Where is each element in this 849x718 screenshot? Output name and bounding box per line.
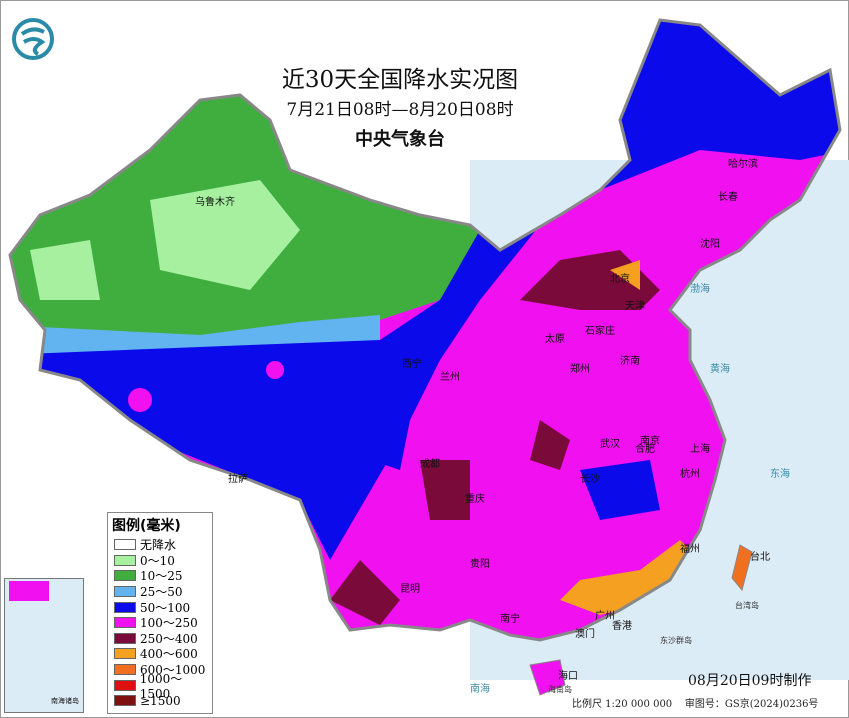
city-label: 兰州: [440, 372, 460, 383]
geo-label: 海南岛: [548, 685, 572, 694]
legend-title: 图例(毫米): [112, 518, 181, 534]
legend-item: 10～25: [108, 568, 212, 584]
geo-label: 台湾岛: [735, 601, 759, 610]
legend-item: 1000～1500: [108, 672, 212, 701]
legend-item: ≥1500: [108, 693, 212, 709]
geo-label: 东沙群岛: [660, 636, 692, 645]
legend-item: 0～10: [108, 553, 212, 569]
city-label: 合肥: [635, 444, 655, 455]
legend-swatch: [114, 679, 136, 691]
map-organization: 中央气象台: [355, 129, 445, 150]
city-label: 西宁: [402, 359, 422, 370]
city-label: 台北: [750, 552, 770, 563]
legend-swatch: [114, 695, 136, 707]
city-label: 南京: [640, 436, 660, 447]
cma-logo: [12, 18, 54, 60]
geo-label: 黄海: [710, 364, 730, 375]
legend-item: 400～600: [108, 646, 212, 662]
geo-label: 南海: [470, 684, 490, 695]
taiwan-island: [731, 544, 753, 592]
legend-label: 50～100: [140, 600, 191, 615]
legend-label: 0～10: [140, 553, 175, 568]
region-25-50: [10, 315, 380, 360]
city-label: 上海: [690, 444, 710, 455]
legend-swatch: [114, 586, 136, 598]
city-label: 贵阳: [470, 559, 490, 570]
city-label: 杭州: [680, 469, 700, 480]
region-250-400: [330, 250, 660, 625]
city-label: 石家庄: [585, 326, 615, 337]
legend-item: 250～400: [108, 631, 212, 647]
city-label: 长春: [718, 192, 738, 203]
city-label: 成都: [420, 459, 440, 470]
legend-label: 400～600: [140, 647, 198, 662]
legend-label: 1000～1500: [139, 671, 183, 701]
city-label: 太原: [545, 334, 565, 345]
legend-swatch: [114, 601, 136, 613]
region-50-100: [10, 20, 840, 560]
city-label: 南宁: [500, 614, 520, 625]
legend-swatch: [114, 570, 136, 582]
city-label: 沈阳: [700, 239, 720, 250]
legend-label: 250～400: [140, 631, 198, 646]
legend-label: 10～25: [140, 569, 183, 584]
legend-label: 25～50: [140, 585, 183, 600]
legend-swatch: [114, 539, 136, 551]
city-label: 福州: [680, 544, 700, 555]
approval-number: 审图号：GS京(2024)0236号: [684, 699, 819, 710]
region-0-10: [30, 180, 300, 300]
legend-label: ≥1500: [140, 693, 181, 708]
city-label: 郑州: [570, 364, 590, 375]
legend-label: 无降水: [140, 538, 177, 553]
legend-item: 无降水: [108, 537, 212, 553]
inset-islands: [7, 628, 77, 698]
map-scale: 比例尺 1:20 000 000: [572, 699, 673, 710]
city-label: 广州: [595, 611, 615, 622]
legend-swatch: [114, 632, 136, 644]
legend: 图例(毫米) 无降水 0～10 10～25 25～50 50～100 100～250 250…: [107, 512, 213, 714]
legend-swatch: [114, 617, 136, 629]
legend-swatch: [114, 664, 136, 676]
city-label: 天津: [625, 301, 645, 312]
city-label: 拉萨: [228, 474, 248, 485]
legend-swatch: [114, 554, 136, 566]
scale-and-approval: 比例尺 1:20 000 000 审图号：GS京(2024)0236号: [572, 695, 818, 710]
map-title: 近30天全国降水实况图: [281, 67, 519, 93]
city-label: 济南: [620, 356, 640, 367]
legend-swatch: [114, 648, 136, 660]
inset-label: 南海诸岛: [51, 697, 79, 705]
south-china-sea-inset: 南海诸岛: [4, 578, 84, 713]
city-label: 香港: [612, 621, 632, 632]
city-label: 重庆: [465, 494, 485, 505]
map-period: 7月21日08时—8月20日08时: [286, 100, 514, 120]
legend-item: 100～250: [108, 615, 212, 631]
city-label: 乌鲁木齐: [195, 197, 235, 208]
legend-label: 600～1000: [140, 663, 206, 678]
city-label: 昆明: [400, 584, 420, 595]
city-label: 北京: [610, 274, 630, 285]
hainan-island: [529, 659, 566, 696]
geo-label: 渤海: [690, 284, 710, 295]
legend-item: 50～100: [108, 599, 212, 615]
city-label: 澳门: [575, 629, 595, 640]
inset-mainland: [9, 581, 49, 601]
city-label: 武汉: [600, 439, 620, 450]
geo-label: 东海: [770, 469, 790, 480]
city-label: 哈尔滨: [728, 159, 758, 170]
legend-item: 600～1000: [108, 662, 212, 678]
legend-label: 100～250: [140, 616, 198, 631]
city-label: 长沙: [580, 474, 600, 485]
city-label: 海口: [558, 671, 578, 682]
legend-item: 25～50: [108, 584, 212, 600]
production-time: 08月20日09时制作: [688, 673, 812, 689]
